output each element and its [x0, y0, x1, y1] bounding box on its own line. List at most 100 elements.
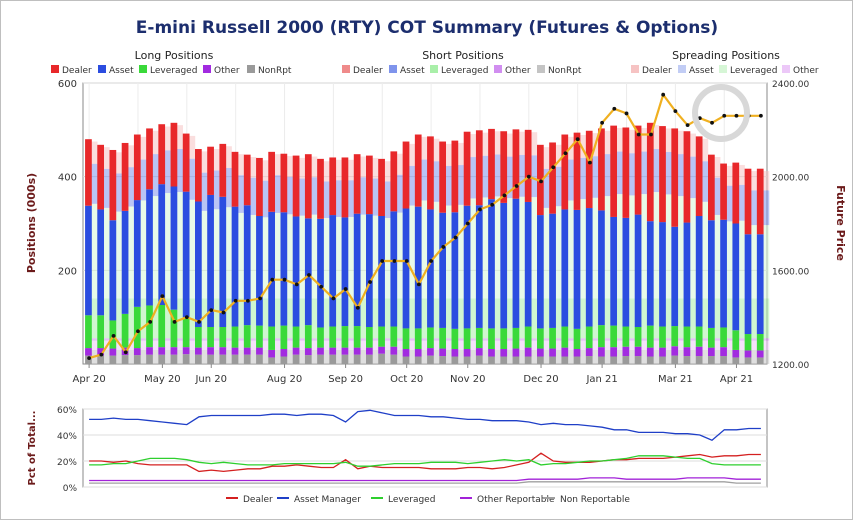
bar-long-segment [158, 184, 166, 305]
bar-long-segment [512, 327, 520, 349]
bar-short-segment [298, 349, 306, 364]
bar-short-segment [738, 338, 745, 341]
bar-short-segment [567, 159, 574, 201]
bar-long-segment [231, 347, 239, 355]
bar-long-segment [671, 128, 679, 227]
bar-short-segment [518, 196, 526, 299]
bar-long-segment [207, 146, 214, 195]
bar-long-segment [427, 209, 434, 328]
bar-long-segment [304, 154, 312, 219]
bar-long-segment [451, 328, 459, 350]
bar-long-segment [695, 346, 703, 357]
bar-short-segment [750, 338, 758, 341]
bar-long-segment [598, 128, 605, 211]
bar-short-segment [164, 338, 171, 341]
bar-short-segment [579, 298, 587, 339]
bar-short-segment [249, 156, 257, 178]
future-price-point [307, 273, 311, 277]
bar-short-segment [481, 340, 489, 350]
bar-short-segment [506, 349, 513, 364]
bar-short-segment [738, 349, 745, 364]
bar-short-segment [445, 349, 452, 364]
bar-long-segment [744, 350, 752, 358]
bar-short-segment [677, 130, 684, 155]
bar-short-segment [506, 338, 513, 341]
bar-long-segment [549, 327, 556, 349]
bar-long-segment [146, 189, 153, 306]
bar-long-segment [524, 356, 532, 364]
bar-long-segment [109, 220, 117, 321]
bar-short-segment [310, 340, 318, 350]
bar-short-segment [151, 196, 159, 299]
bar-short-segment [750, 298, 758, 339]
future-price-point [722, 113, 727, 118]
legend-item-label: Dealer [353, 66, 383, 76]
bar-long-segment [500, 349, 508, 357]
bar-short-segment [237, 349, 245, 364]
bar-short-segment [225, 298, 232, 339]
bar-short-segment [542, 298, 550, 339]
bar-long-segment [475, 130, 483, 206]
bar-long-segment [622, 356, 630, 364]
legend-swatch [51, 65, 59, 73]
future-price-point [526, 174, 531, 179]
bar-long-segment [390, 151, 398, 212]
legend-item-label: Other [214, 66, 240, 76]
bar-short-segment [469, 134, 477, 158]
bar-long-segment [97, 144, 105, 210]
legend-swatch [203, 65, 211, 73]
bar-short-segment [359, 349, 367, 364]
bar-long-segment [463, 131, 471, 206]
bar-short-segment [530, 155, 538, 198]
bar-long-segment [85, 315, 92, 349]
bar-long-segment [671, 346, 679, 356]
bar-short-segment [347, 180, 355, 217]
pct-y-tick-label: 20% [57, 458, 77, 468]
bar-long-segment [207, 347, 214, 355]
bar-long-segment [219, 143, 227, 197]
bar-long-segment [268, 151, 276, 212]
bar-long-segment [549, 213, 556, 328]
bar-short-segment [286, 214, 293, 299]
bar-long-segment [121, 210, 129, 314]
bar-long-segment [744, 357, 752, 364]
bar-long-segment [585, 326, 593, 349]
bar-short-segment [432, 138, 440, 162]
bar-short-segment [420, 340, 428, 350]
bar-short-segment [127, 338, 135, 341]
bar-short-segment [616, 127, 623, 152]
bar-short-segment [408, 338, 416, 341]
bar-short-segment [298, 157, 306, 179]
future-price-point [160, 294, 165, 298]
bar-long-segment [378, 346, 385, 354]
bar-short-segment [493, 154, 501, 197]
bar-short-segment [640, 194, 648, 299]
bar-short-segment [212, 338, 220, 341]
y-tick-label: 600 [58, 79, 77, 90]
bar-short-segment [212, 170, 220, 210]
bar-long-segment [97, 209, 105, 316]
bar-short-segment [127, 206, 135, 299]
bar-short-segment [200, 338, 208, 341]
bar-short-segment [481, 197, 489, 299]
bar-short-segment [713, 177, 721, 215]
pct-panel: 0% 20% 40% 60% Pct of Total... Dealer Asset Ma… [27, 406, 768, 505]
bar-long-segment [549, 356, 556, 364]
future-price-point [710, 120, 714, 125]
bar-short-segment [677, 349, 684, 364]
bar-short-segment [371, 340, 379, 350]
future-price-point [87, 356, 92, 361]
bar-long-segment [378, 353, 385, 364]
future-price-point [209, 308, 214, 313]
bar-short-segment [237, 175, 245, 213]
bar-short-segment [225, 338, 232, 341]
bar-short-segment [249, 349, 257, 364]
bar-short-segment [554, 166, 562, 207]
future-price-point [245, 298, 250, 303]
bar-long-segment [329, 157, 337, 216]
bar-long-segment [414, 356, 422, 364]
future-price-point [380, 259, 385, 263]
bar-short-segment [603, 349, 611, 364]
bar-short-segment [713, 214, 721, 299]
bar-short-segment [432, 340, 440, 350]
